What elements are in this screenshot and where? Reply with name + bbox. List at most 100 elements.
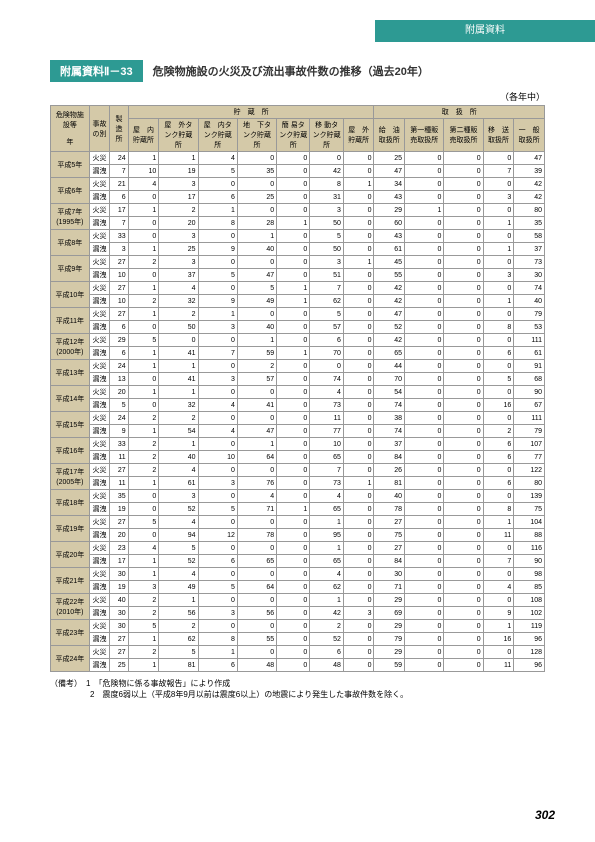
type-cell: 火災 <box>89 230 110 243</box>
data-cell: 24 <box>110 152 128 165</box>
data-cell: 0 <box>277 204 310 217</box>
data-cell: 0 <box>343 529 374 542</box>
data-cell: 0 <box>483 412 514 425</box>
data-cell: 0 <box>277 425 310 438</box>
data-cell: 0 <box>405 555 444 568</box>
data-cell: 1 <box>237 230 276 243</box>
type-cell: 漏洩 <box>89 217 110 230</box>
unit-label: （各年中） <box>50 90 545 103</box>
data-cell: 0 <box>343 230 374 243</box>
data-cell: 1 <box>128 568 159 581</box>
data-cell: 3 <box>159 230 198 243</box>
data-cell: 28 <box>237 217 276 230</box>
data-cell: 0 <box>343 594 374 607</box>
table-notes: （備考） 1 「危険物に係る事故報告」により作成 2 震度6弱以上（平成8年9月… <box>50 678 545 700</box>
data-cell: 43 <box>374 191 405 204</box>
data-cell: 6 <box>110 321 128 334</box>
data-cell: 73 <box>310 477 344 490</box>
data-cell: 77 <box>310 425 344 438</box>
data-cell: 41 <box>159 347 198 360</box>
data-cell: 0 <box>277 464 310 477</box>
data-cell: 32 <box>159 295 198 308</box>
data-cell: 65 <box>310 555 344 568</box>
data-cell: 0 <box>483 178 514 191</box>
type-cell: 火災 <box>89 620 110 633</box>
data-cell: 3 <box>128 581 159 594</box>
data-cell: 0 <box>444 386 483 399</box>
year-cell: 平成20年 <box>51 542 90 568</box>
data-cell: 0 <box>405 438 444 451</box>
data-cell: 40 <box>159 451 198 464</box>
data-cell: 0 <box>343 308 374 321</box>
data-cell: 3 <box>110 243 128 256</box>
data-cell: 25 <box>110 659 128 672</box>
data-cell: 6 <box>310 334 344 347</box>
data-cell: 0 <box>405 464 444 477</box>
data-cell: 0 <box>405 425 444 438</box>
data-cell: 0 <box>483 594 514 607</box>
data-cell: 55 <box>374 269 405 282</box>
data-cell: 11 <box>483 529 514 542</box>
type-cell: 漏洩 <box>89 659 110 672</box>
year-cell: 平成21年 <box>51 568 90 594</box>
data-cell: 50 <box>159 321 198 334</box>
data-cell: 4 <box>310 490 344 503</box>
data-cell: 27 <box>110 256 128 269</box>
data-cell: 0 <box>277 399 310 412</box>
data-cell: 2 <box>128 412 159 425</box>
data-cell: 4 <box>237 490 276 503</box>
year-cell: 平成17年(2005年) <box>51 464 90 490</box>
data-cell: 0 <box>444 477 483 490</box>
data-cell: 96 <box>514 659 545 672</box>
data-cell: 0 <box>277 451 310 464</box>
data-cell: 29 <box>110 334 128 347</box>
data-cell: 111 <box>514 412 545 425</box>
data-cell: 61 <box>159 477 198 490</box>
data-cell: 139 <box>514 490 545 503</box>
data-cell: 0 <box>444 269 483 282</box>
data-cell: 12 <box>198 529 237 542</box>
data-cell: 0 <box>405 503 444 516</box>
data-cell: 19 <box>110 581 128 594</box>
section-title: 危険物施設の火災及び流出事故件数の推移（過去20年） <box>153 63 429 79</box>
data-cell: 0 <box>483 282 514 295</box>
year-cell: 平成14年 <box>51 386 90 412</box>
data-cell: 40 <box>374 490 405 503</box>
data-cell: 49 <box>159 581 198 594</box>
note-line: （備考） 1 「危険物に係る事故報告」により作成 <box>50 678 545 689</box>
data-cell: 79 <box>374 633 405 646</box>
data-cell: 0 <box>444 217 483 230</box>
data-cell: 0 <box>444 373 483 386</box>
data-cell: 2 <box>128 646 159 659</box>
data-cell: 39 <box>514 165 545 178</box>
data-cell: 3 <box>483 191 514 204</box>
data-cell: 4 <box>310 568 344 581</box>
note-line: 2 震度6弱以上（平成8年9月以前は震度6以上）の地震により発生した事故件数を除… <box>50 689 545 700</box>
data-cell: 0 <box>198 464 237 477</box>
data-cell: 0 <box>405 269 444 282</box>
data-cell: 0 <box>405 152 444 165</box>
data-cell: 0 <box>159 334 198 347</box>
data-cell: 62 <box>159 633 198 646</box>
data-cell: 6 <box>110 347 128 360</box>
data-cell: 1 <box>277 282 310 295</box>
data-cell: 4 <box>159 282 198 295</box>
data-cell: 5 <box>128 516 159 529</box>
data-cell: 0 <box>444 412 483 425</box>
data-cell: 24 <box>110 360 128 373</box>
data-cell: 42 <box>310 607 344 620</box>
data-cell: 52 <box>159 503 198 516</box>
header-bar: 附属資料 <box>375 20 595 42</box>
data-cell: 2 <box>237 360 276 373</box>
data-cell: 3 <box>198 607 237 620</box>
data-cell: 0 <box>444 399 483 412</box>
data-cell: 0 <box>128 321 159 334</box>
data-cell: 8 <box>310 178 344 191</box>
data-cell: 60 <box>374 217 405 230</box>
data-cell: 61 <box>374 243 405 256</box>
data-cell: 29 <box>374 204 405 217</box>
data-cell: 0 <box>343 347 374 360</box>
type-cell: 漏洩 <box>89 243 110 256</box>
data-cell: 6 <box>198 191 237 204</box>
data-cell: 78 <box>237 529 276 542</box>
